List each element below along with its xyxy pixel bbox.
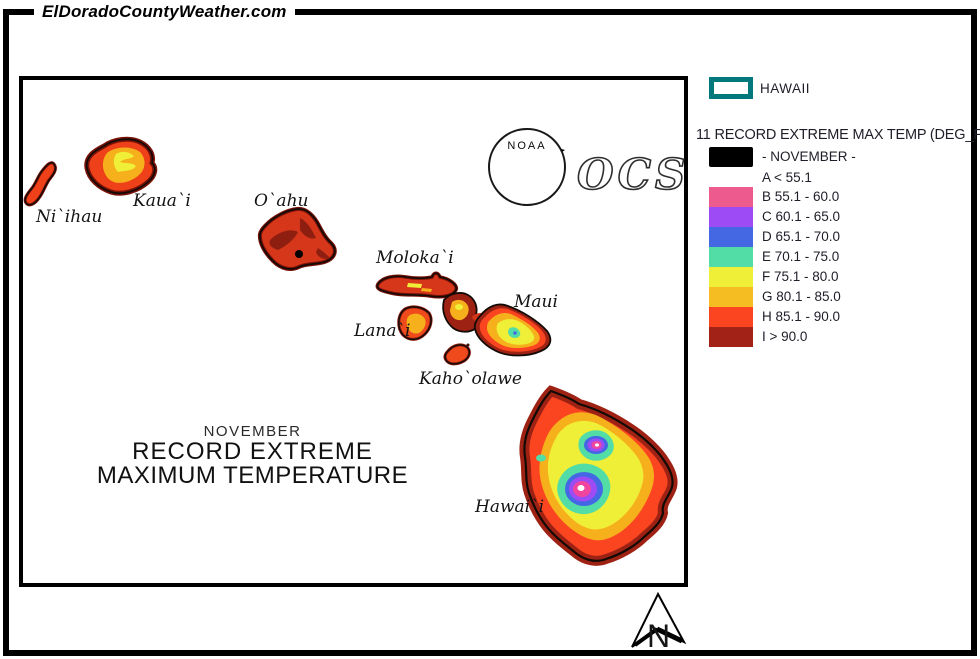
island-label-hawaii: Hawai`i <box>475 497 545 517</box>
legend-swatch-c <box>709 207 753 227</box>
legend-class-d-label: D 65.1 - 70.0 <box>762 229 841 244</box>
site-title-link[interactable]: ElDoradoCountyWeather.com <box>34 0 295 24</box>
north-arrow-label: N <box>647 618 671 654</box>
legend-swatch-h <box>709 307 753 327</box>
legend-november-label: - NOVEMBER - <box>762 149 856 164</box>
legend-november-swatch <box>709 147 753 167</box>
legend-swatch-b <box>709 187 753 207</box>
legend-class-c-label: C 60.1 - 65.0 <box>762 209 841 224</box>
island-label-kahoolawe: Kaho`olawe <box>419 369 522 389</box>
legend-swatch-g <box>709 287 753 307</box>
legend-class-b-label: B 55.1 - 60.0 <box>762 189 840 204</box>
island-label-lanai: Lana`i <box>354 321 411 341</box>
island-label-kauai: Kaua`i <box>133 191 191 211</box>
island-label-molokai: Moloka`i <box>376 248 454 268</box>
map-title-month: NOVEMBER <box>203 423 302 440</box>
legend-header: 11 RECORD EXTREME MAX TEMP (DEG_F) <box>696 127 980 143</box>
island-label-maui: Maui <box>514 292 558 312</box>
hawaii-extent-box <box>709 77 753 99</box>
ocs-logo-text: OCS <box>576 149 690 200</box>
legend-class-a-label: A < 55.1 <box>762 170 812 185</box>
page-frame <box>3 9 977 656</box>
legend-class-i-label: I > 90.0 <box>762 329 808 344</box>
map-title: NOVEMBER RECORD EXTREME MAXIMUM TEMPERAT… <box>85 423 420 488</box>
legend-color-bar <box>709 187 753 347</box>
legend-class-f-label: F 75.1 - 80.0 <box>762 269 839 284</box>
legend-class-h-label: H 85.1 - 90.0 <box>762 309 841 324</box>
hawaii-extent-label: HAWAII <box>760 81 810 96</box>
noaa-logo-text: NOAA <box>507 140 547 152</box>
island-label-niihau: Ni`ihau <box>36 207 103 227</box>
legend-class-e-label: E 70.1 - 75.0 <box>762 249 840 264</box>
legend-swatch-f <box>709 267 753 287</box>
legend-swatch-d <box>709 227 753 247</box>
map-title-line1: RECORD EXTREME <box>132 438 373 465</box>
legend-class-labels: B 55.1 - 60.0 C 60.1 - 65.0 D 65.1 - 70.… <box>762 187 841 347</box>
legend-swatch-i <box>709 327 753 347</box>
island-label-oahu: O`ahu <box>254 191 309 211</box>
legend-class-g-label: G 80.1 - 85.0 <box>762 289 841 304</box>
map-title-line2: MAXIMUM TEMPERATURE <box>96 462 409 489</box>
legend-swatch-e <box>709 247 753 267</box>
